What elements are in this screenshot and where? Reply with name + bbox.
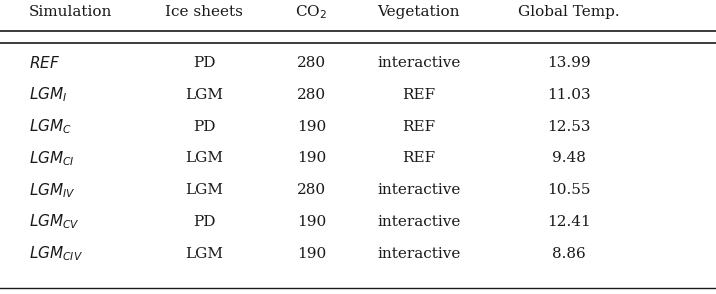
Text: 280: 280 — [297, 183, 326, 197]
Text: 12.53: 12.53 — [548, 120, 591, 134]
Text: Ice sheets: Ice sheets — [165, 5, 243, 19]
Text: CO$_2$: CO$_2$ — [296, 3, 327, 21]
Text: $\mathit{LGM}_{C}$: $\mathit{LGM}_{C}$ — [29, 117, 72, 136]
Text: 190: 190 — [297, 151, 326, 166]
Text: REF: REF — [402, 88, 435, 102]
Text: PD: PD — [193, 215, 216, 229]
Text: 9.48: 9.48 — [552, 151, 586, 166]
Text: LGM: LGM — [185, 247, 223, 261]
Text: 8.86: 8.86 — [552, 247, 586, 261]
Text: LGM: LGM — [185, 151, 223, 166]
Text: 10.55: 10.55 — [548, 183, 591, 197]
Text: $\mathit{LGM}_{CIV}$: $\mathit{LGM}_{CIV}$ — [29, 244, 82, 263]
Text: interactive: interactive — [377, 56, 460, 70]
Text: 11.03: 11.03 — [548, 88, 591, 102]
Text: 280: 280 — [297, 56, 326, 70]
Text: $\mathit{LGM}_{IV}$: $\mathit{LGM}_{IV}$ — [29, 181, 75, 200]
Text: $\mathit{LGM}_{CI}$: $\mathit{LGM}_{CI}$ — [29, 149, 74, 168]
Text: 190: 190 — [297, 215, 326, 229]
Text: interactive: interactive — [377, 183, 460, 197]
Text: $\mathit{REF}$: $\mathit{REF}$ — [29, 55, 60, 71]
Text: 190: 190 — [297, 120, 326, 134]
Text: Global Temp.: Global Temp. — [518, 5, 620, 19]
Text: PD: PD — [193, 56, 216, 70]
Text: interactive: interactive — [377, 215, 460, 229]
Text: 13.99: 13.99 — [548, 56, 591, 70]
Text: REF: REF — [402, 120, 435, 134]
Text: Vegetation: Vegetation — [377, 5, 460, 19]
Text: $\mathit{LGM}_{I}$: $\mathit{LGM}_{I}$ — [29, 86, 67, 104]
Text: Simulation: Simulation — [29, 5, 112, 19]
Text: PD: PD — [193, 120, 216, 134]
Text: REF: REF — [402, 151, 435, 166]
Text: LGM: LGM — [185, 88, 223, 102]
Text: $\mathit{LGM}_{CV}$: $\mathit{LGM}_{CV}$ — [29, 213, 79, 231]
Text: interactive: interactive — [377, 247, 460, 261]
Text: LGM: LGM — [185, 183, 223, 197]
Text: 12.41: 12.41 — [547, 215, 591, 229]
Text: 190: 190 — [297, 247, 326, 261]
Text: 280: 280 — [297, 88, 326, 102]
